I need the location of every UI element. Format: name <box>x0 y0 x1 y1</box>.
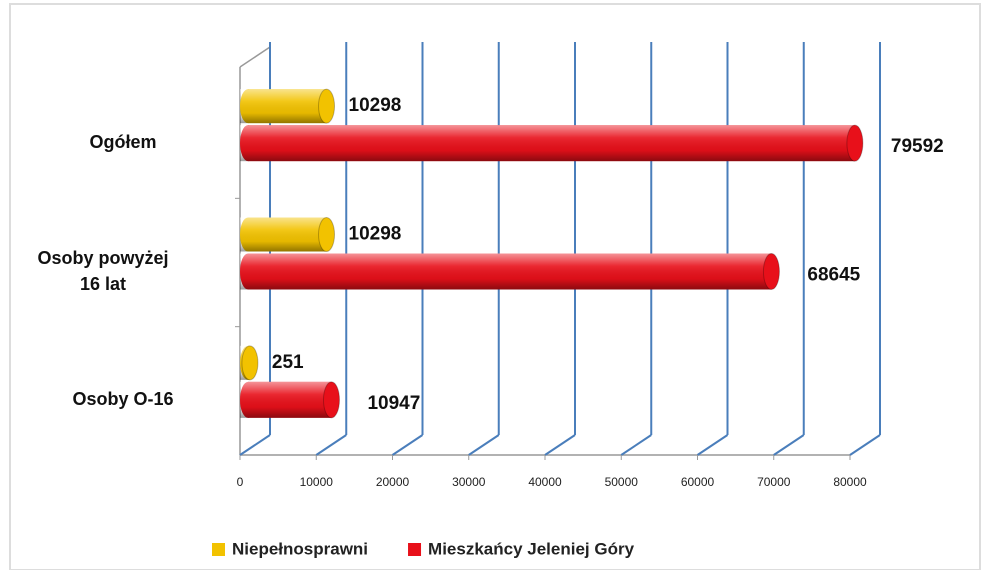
bar-part <box>240 253 772 290</box>
floor-line <box>468 434 500 456</box>
value-label: 10298 <box>349 224 402 245</box>
bar-part <box>318 88 336 124</box>
floor-line <box>239 434 271 456</box>
x-tick-label: 80000 <box>833 475 867 489</box>
bar <box>240 124 864 162</box>
bar-part <box>846 124 864 162</box>
value-label: 68645 <box>807 265 860 286</box>
bar-part <box>240 217 327 252</box>
bar-part <box>240 381 332 418</box>
floor-line <box>696 434 729 456</box>
bar-part <box>240 125 855 162</box>
bar-part <box>322 381 340 419</box>
bar <box>240 217 336 252</box>
bar-part <box>240 89 327 124</box>
bar <box>240 381 340 419</box>
floor-line <box>315 434 347 456</box>
category-label: Osoby O-16 <box>72 388 174 409</box>
x-tick-label: 20000 <box>376 475 410 489</box>
category-label: Ogółem <box>89 132 157 153</box>
bar <box>240 253 780 290</box>
legend-label: Niepełnosprawni <box>232 539 368 558</box>
value-label: 79592 <box>891 136 944 157</box>
legend-swatch <box>408 543 422 556</box>
bar <box>240 345 259 381</box>
floor-line <box>849 434 881 456</box>
value-label: 251 <box>272 352 304 373</box>
x-tick-label: 50000 <box>605 475 639 489</box>
floor-line <box>391 434 424 456</box>
x-tick-label: 0 <box>237 475 244 489</box>
value-label: 10947 <box>367 393 420 414</box>
x-tick-label: 10000 <box>300 475 334 489</box>
bar-part <box>762 253 780 290</box>
x-tick-label: 60000 <box>681 475 715 489</box>
axis-line <box>239 46 271 68</box>
category-label: Osoby powyżej 16 lat <box>37 247 169 294</box>
floor-line <box>773 434 805 456</box>
x-tick-label: 70000 <box>757 475 791 489</box>
value-label: 10298 <box>349 95 402 116</box>
legend-swatch <box>212 543 225 556</box>
floor-line <box>544 434 576 456</box>
legend-label: Mieszkańcy Jeleniej Góry <box>428 539 635 558</box>
x-tick-label: 30000 <box>452 475 486 489</box>
bar-part <box>318 217 336 252</box>
x-tick-label: 40000 <box>528 475 562 489</box>
floor-line <box>620 434 652 456</box>
bar <box>240 88 336 124</box>
bar-part <box>241 345 259 381</box>
